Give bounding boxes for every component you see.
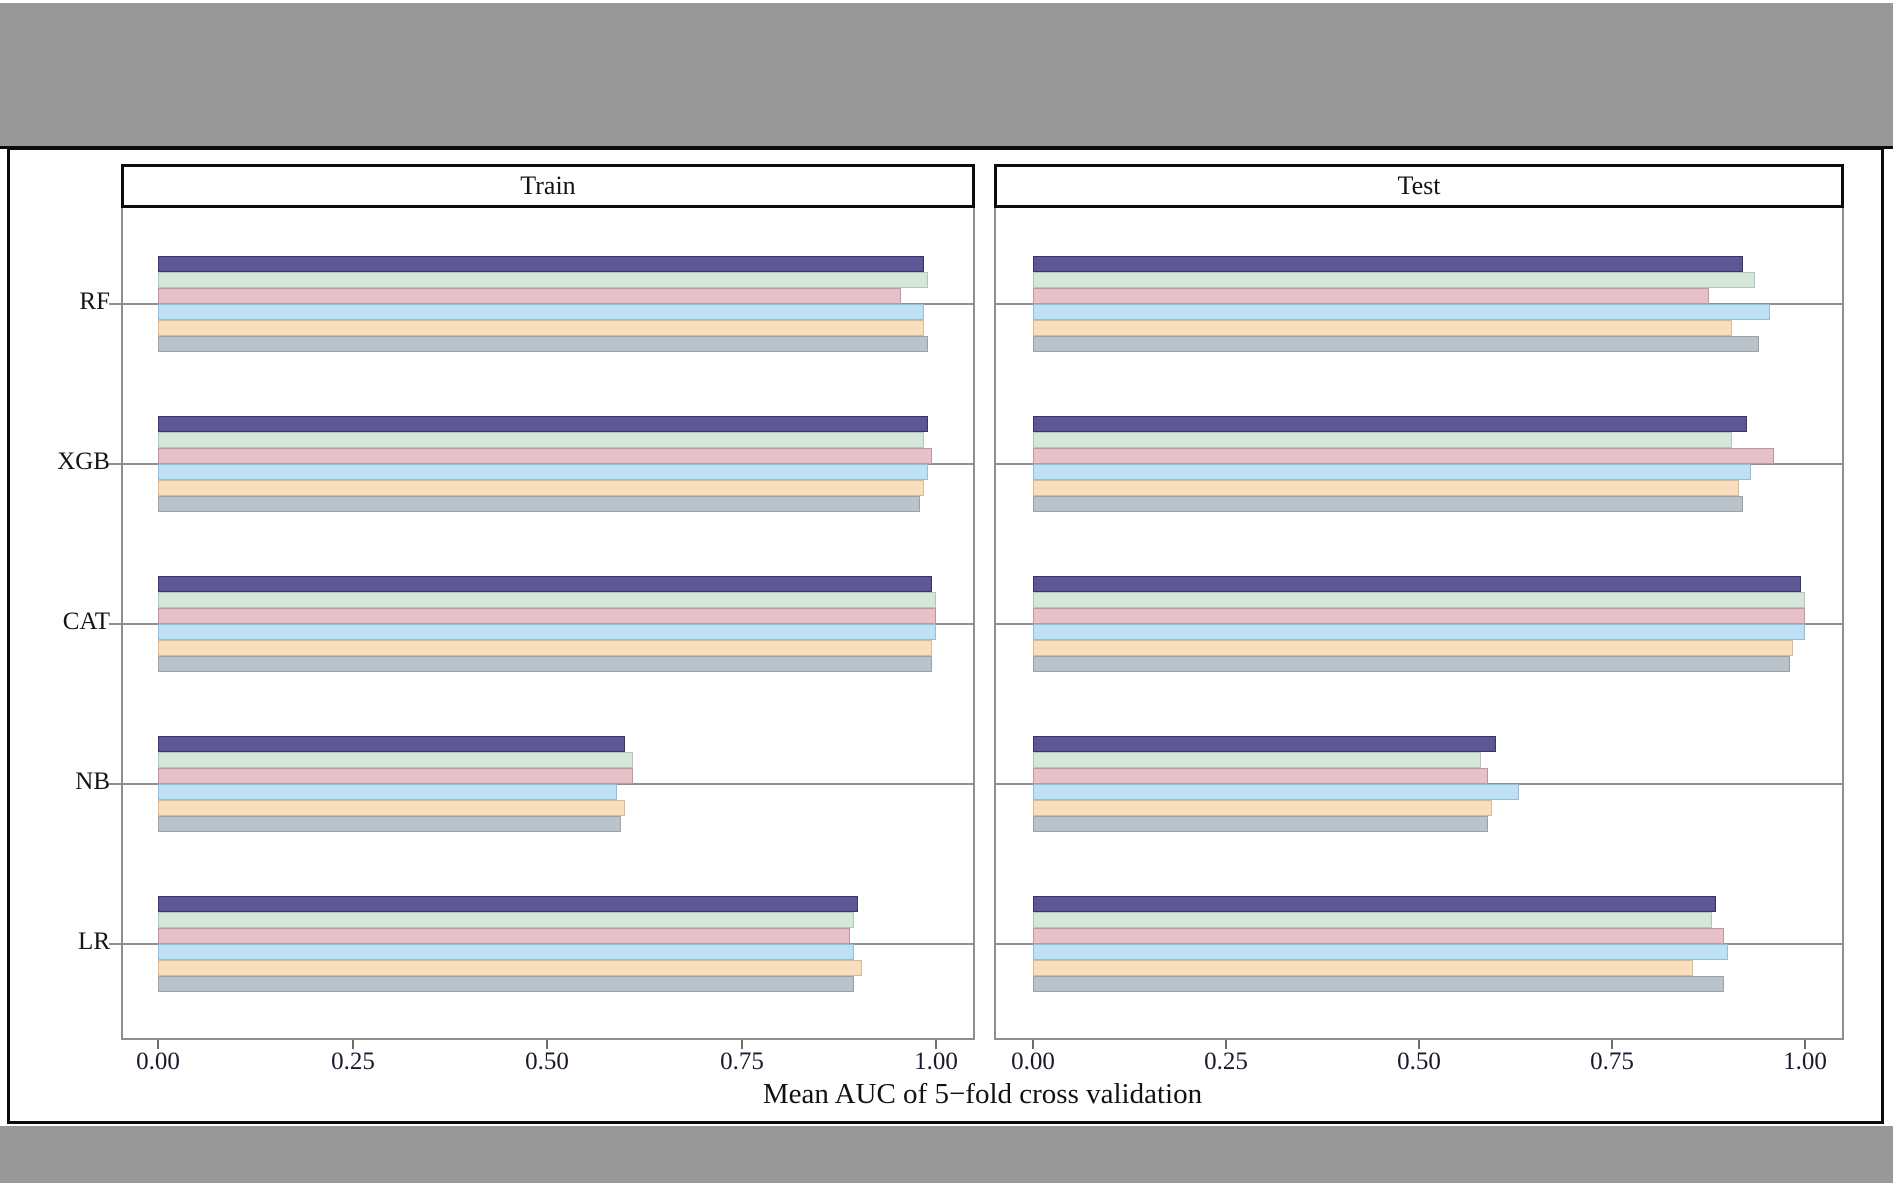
bar-train-xgb-purple — [158, 416, 928, 432]
bar-test-cat-green — [1033, 592, 1805, 608]
facet-strip-train: Train — [121, 164, 975, 208]
bar-test-rf-blue — [1033, 304, 1770, 320]
bar-train-xgb-green — [158, 432, 924, 448]
x-axis-title: Mean AUC of 5−fold cross validation — [762, 1078, 1203, 1110]
bar-test-rf-purple — [1033, 256, 1743, 272]
bar-test-rf-gray — [1033, 336, 1759, 352]
bar-test-nb-pink — [1033, 768, 1488, 784]
bar-train-lr-tan — [158, 960, 862, 976]
x-tick-mark — [935, 1040, 937, 1049]
x-tick-mark — [1611, 1040, 1613, 1049]
category-label: CAT — [62, 608, 110, 635]
figure-border — [7, 147, 1884, 1124]
bar-train-xgb-tan — [158, 480, 924, 496]
x-tick-mark — [352, 1040, 354, 1049]
x-tick-label: 0.50 — [1397, 1048, 1441, 1075]
bar-train-nb-tan — [158, 800, 625, 816]
bar-test-lr-green — [1033, 912, 1712, 928]
bar-test-nb-gray — [1033, 816, 1488, 832]
x-tick-label: 0.75 — [1590, 1048, 1634, 1075]
category-label: XGB — [57, 448, 110, 475]
y-tick-mark — [109, 303, 121, 305]
category-label: LR — [78, 928, 110, 955]
bar-train-rf-pink — [158, 288, 901, 304]
bar-train-lr-purple — [158, 896, 858, 912]
bar-train-rf-gray — [158, 336, 928, 352]
top-gray-band — [0, 3, 1893, 146]
x-tick-label: 0.25 — [331, 1048, 375, 1075]
bar-train-rf-tan — [158, 320, 924, 336]
bar-train-rf-green — [158, 272, 928, 288]
bar-test-lr-gray — [1033, 976, 1724, 992]
bar-test-nb-blue — [1033, 784, 1519, 800]
category-label: NB — [75, 768, 110, 795]
bar-train-nb-blue — [158, 784, 617, 800]
x-tick-label: 0.25 — [1204, 1048, 1248, 1075]
y-tick-mark — [109, 463, 121, 465]
bar-train-rf-blue — [158, 304, 924, 320]
x-tick-label: 0.00 — [1011, 1048, 1055, 1075]
bar-train-cat-purple — [158, 576, 932, 592]
bar-test-cat-blue — [1033, 624, 1805, 640]
bar-test-cat-purple — [1033, 576, 1801, 592]
bar-test-lr-purple — [1033, 896, 1716, 912]
bar-test-nb-green — [1033, 752, 1481, 768]
bar-train-xgb-gray — [158, 496, 920, 512]
x-tick-mark — [1804, 1040, 1806, 1049]
x-tick-label: 1.00 — [1783, 1048, 1827, 1075]
bar-train-nb-green — [158, 752, 633, 768]
bar-train-cat-pink — [158, 608, 936, 624]
x-tick-mark — [741, 1040, 743, 1049]
bar-train-xgb-blue — [158, 464, 928, 480]
y-tick-mark — [109, 783, 121, 785]
x-tick-label: 0.00 — [136, 1048, 180, 1075]
bar-train-nb-purple — [158, 736, 625, 752]
x-tick-label: 1.00 — [914, 1048, 958, 1075]
x-tick-mark — [546, 1040, 548, 1049]
bottom-gray-band — [0, 1126, 1893, 1183]
bar-test-nb-purple — [1033, 736, 1496, 752]
bar-test-cat-tan — [1033, 640, 1793, 656]
bar-test-lr-tan — [1033, 960, 1693, 976]
bar-test-lr-pink — [1033, 928, 1724, 944]
y-tick-mark — [109, 623, 121, 625]
x-tick-label: 0.50 — [525, 1048, 569, 1075]
bar-test-rf-tan — [1033, 320, 1732, 336]
bar-test-cat-gray — [1033, 656, 1790, 672]
bar-train-rf-purple — [158, 256, 924, 272]
y-tick-mark — [109, 943, 121, 945]
bar-test-xgb-gray — [1033, 496, 1743, 512]
bar-train-xgb-pink — [158, 448, 932, 464]
bar-test-xgb-tan — [1033, 480, 1739, 496]
category-label: RF — [79, 288, 110, 315]
bar-test-xgb-green — [1033, 432, 1732, 448]
x-tick-mark — [1032, 1040, 1034, 1049]
bar-train-lr-blue — [158, 944, 854, 960]
bar-test-cat-pink — [1033, 608, 1805, 624]
bar-train-lr-pink — [158, 928, 850, 944]
bar-train-lr-gray — [158, 976, 854, 992]
bar-test-rf-green — [1033, 272, 1755, 288]
bar-test-lr-blue — [1033, 944, 1728, 960]
bar-test-xgb-blue — [1033, 464, 1751, 480]
bar-train-cat-tan — [158, 640, 932, 656]
bar-train-nb-gray — [158, 816, 621, 832]
bar-train-lr-green — [158, 912, 854, 928]
bar-train-nb-pink — [158, 768, 633, 784]
bar-test-rf-pink — [1033, 288, 1709, 304]
bar-train-cat-blue — [158, 624, 936, 640]
x-tick-mark — [1225, 1040, 1227, 1049]
bar-test-xgb-pink — [1033, 448, 1774, 464]
x-tick-label: 0.75 — [720, 1048, 764, 1075]
x-tick-mark — [157, 1040, 159, 1049]
bar-test-xgb-purple — [1033, 416, 1747, 432]
bar-train-cat-green — [158, 592, 936, 608]
facet-strip-test: Test — [994, 164, 1844, 208]
x-tick-mark — [1418, 1040, 1420, 1049]
bar-train-cat-gray — [158, 656, 932, 672]
bar-test-nb-tan — [1033, 800, 1492, 816]
